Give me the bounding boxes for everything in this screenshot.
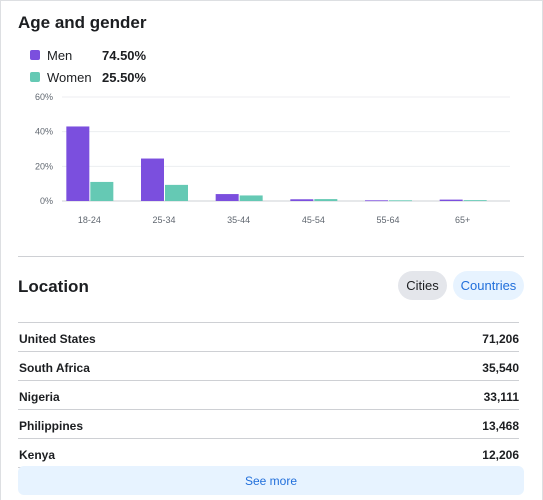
section-divider [18, 256, 524, 257]
legend-swatch-men [30, 50, 40, 60]
bar-men [141, 158, 164, 201]
legend-swatch-women [30, 72, 40, 82]
bar-women [165, 184, 188, 201]
bar-women [463, 200, 487, 201]
x-tick-label: 25-34 [152, 215, 175, 225]
see-more-button[interactable]: See more [18, 466, 524, 495]
location-value: 13,468 [482, 419, 519, 433]
location-name: United States [19, 332, 96, 346]
legend-value-men: 74.50% [102, 47, 147, 63]
x-tick-label: 65+ [455, 215, 470, 225]
bar-women [90, 181, 114, 201]
chart-legend: Men 74.50% Women 25.50% [30, 44, 146, 88]
location-row: Nigeria 33,111 [18, 381, 519, 410]
panel-border-left [0, 0, 1, 500]
bar-women [239, 195, 263, 201]
location-row: Kenya 12,206 [18, 439, 519, 468]
location-value: 12,206 [482, 448, 519, 462]
location-table: United States 71,206 South Africa 35,540… [18, 322, 519, 468]
legend-label-women: Women [47, 69, 92, 85]
x-tick-label: 35-44 [227, 215, 250, 225]
legend-item-women: Women 25.50% [30, 66, 146, 88]
cities-toggle-button[interactable]: Cities [398, 271, 447, 300]
age-gender-chart: 60% 40% 20% 0% 18-24 25-34 35-44 45-54 55-64 65+ [35, 92, 510, 225]
bar-women [389, 200, 412, 202]
x-tick-label: 18-24 [78, 215, 101, 225]
y-tick-label: 40% [35, 127, 53, 137]
location-name: South Africa [19, 361, 90, 375]
bar-men [215, 194, 239, 201]
location-name: Kenya [19, 448, 56, 462]
x-tick-label: 55-64 [376, 215, 399, 225]
y-tick-label: 20% [35, 161, 53, 171]
legend-item-men: Men 74.50% [30, 44, 146, 66]
y-tick-label: 60% [35, 92, 53, 102]
legend-value-women: 25.50% [102, 69, 147, 85]
location-title: Location [18, 277, 89, 296]
location-value: 71,206 [482, 332, 519, 346]
age-gender-title: Age and gender [18, 13, 147, 32]
bar-women [314, 199, 338, 201]
location-row: Philippines 13,468 [18, 410, 519, 439]
bar-men [365, 200, 388, 202]
location-row: United States 71,206 [18, 322, 519, 352]
bar-men [290, 199, 314, 201]
location-value: 33,111 [483, 390, 519, 404]
location-value: 35,540 [482, 361, 519, 375]
location-name: Nigeria [19, 390, 60, 404]
bar-men [439, 199, 463, 201]
bar-men [66, 126, 90, 201]
y-tick-label: 0% [40, 196, 53, 206]
top-divider [0, 0, 543, 1]
location-row: South Africa 35,540 [18, 352, 519, 381]
legend-label-men: Men [47, 47, 73, 63]
location-name: Philippines [19, 419, 84, 433]
x-tick-label: 45-54 [302, 215, 325, 225]
countries-toggle-button[interactable]: Countries [453, 271, 524, 300]
